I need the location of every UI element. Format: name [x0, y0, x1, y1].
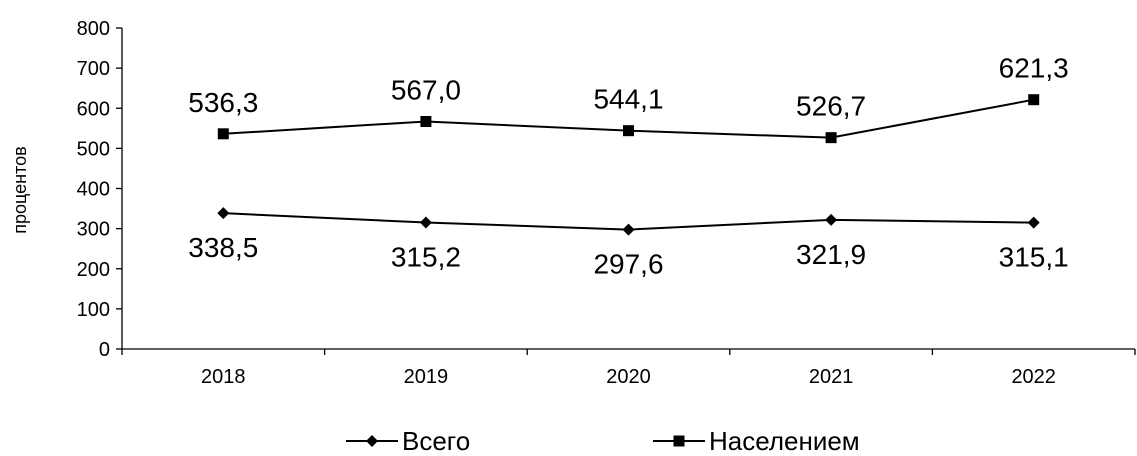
- x-tick-label: 2022: [1011, 366, 1056, 388]
- data-label: 567,0: [391, 74, 461, 105]
- legend-marker: [366, 435, 378, 447]
- data-point: [825, 132, 837, 144]
- data-label: 338,5: [188, 232, 258, 263]
- data-point: [419, 216, 432, 229]
- data-label: 621,3: [999, 53, 1069, 84]
- y-tick-label: 300: [77, 219, 110, 241]
- legend: Всего Населением: [346, 426, 860, 456]
- data-label: 526,7: [796, 91, 866, 122]
- series-layer: 338,5 315,2 297,6 321,9 315,1 536,3 567,0 544,1…: [188, 53, 1068, 280]
- y-tick-label: 200: [77, 259, 110, 281]
- x-tick-label: 2021: [809, 366, 854, 388]
- data-point: [420, 115, 432, 127]
- data-label: 315,1: [999, 242, 1069, 273]
- series-Населением: 536,3 567,0 544,1 526,7 621,3: [188, 53, 1069, 144]
- data-point: [825, 213, 838, 226]
- y-tick-label: 400: [77, 179, 110, 201]
- data-point: [1027, 216, 1040, 229]
- y-tick-label: 0: [99, 339, 110, 361]
- data-point: [623, 125, 634, 137]
- x-tick-labels: 2018 2019 2020 2021 2022: [201, 366, 1056, 388]
- legend-label: Всего: [402, 426, 470, 456]
- data-label: 536,3: [188, 87, 258, 118]
- y-tick-label: 100: [77, 299, 110, 321]
- data-point: [217, 128, 229, 140]
- axes: [116, 27, 1136, 355]
- legend-item: Населением: [653, 426, 860, 456]
- data-label: 321,9: [796, 239, 866, 270]
- data-label: 544,1: [593, 84, 663, 115]
- data-label: 315,2: [391, 242, 461, 273]
- y-axis-title: процентов: [10, 146, 30, 233]
- y-tick-label: 700: [77, 58, 110, 80]
- y-tick-label: 800: [77, 18, 110, 40]
- x-tick-label: 2019: [404, 366, 449, 388]
- y-tick-label: 600: [77, 98, 110, 120]
- y-tick-labels: 0 100 200 300 400 500 600 700 800: [77, 18, 110, 361]
- legend-marker: [673, 435, 685, 447]
- data-point: [1028, 94, 1040, 106]
- x-tick-label: 2018: [201, 366, 246, 388]
- legend-item: Всего: [346, 426, 470, 456]
- legend-label: Населением: [709, 426, 860, 456]
- data-label: 297,6: [593, 249, 663, 280]
- data-point: [217, 207, 230, 220]
- y-tick-label: 500: [77, 138, 110, 160]
- series-Всего: 338,5 315,2 297,6 321,9 315,1: [188, 207, 1069, 280]
- data-point: [622, 223, 635, 236]
- x-tick-label: 2020: [606, 366, 651, 388]
